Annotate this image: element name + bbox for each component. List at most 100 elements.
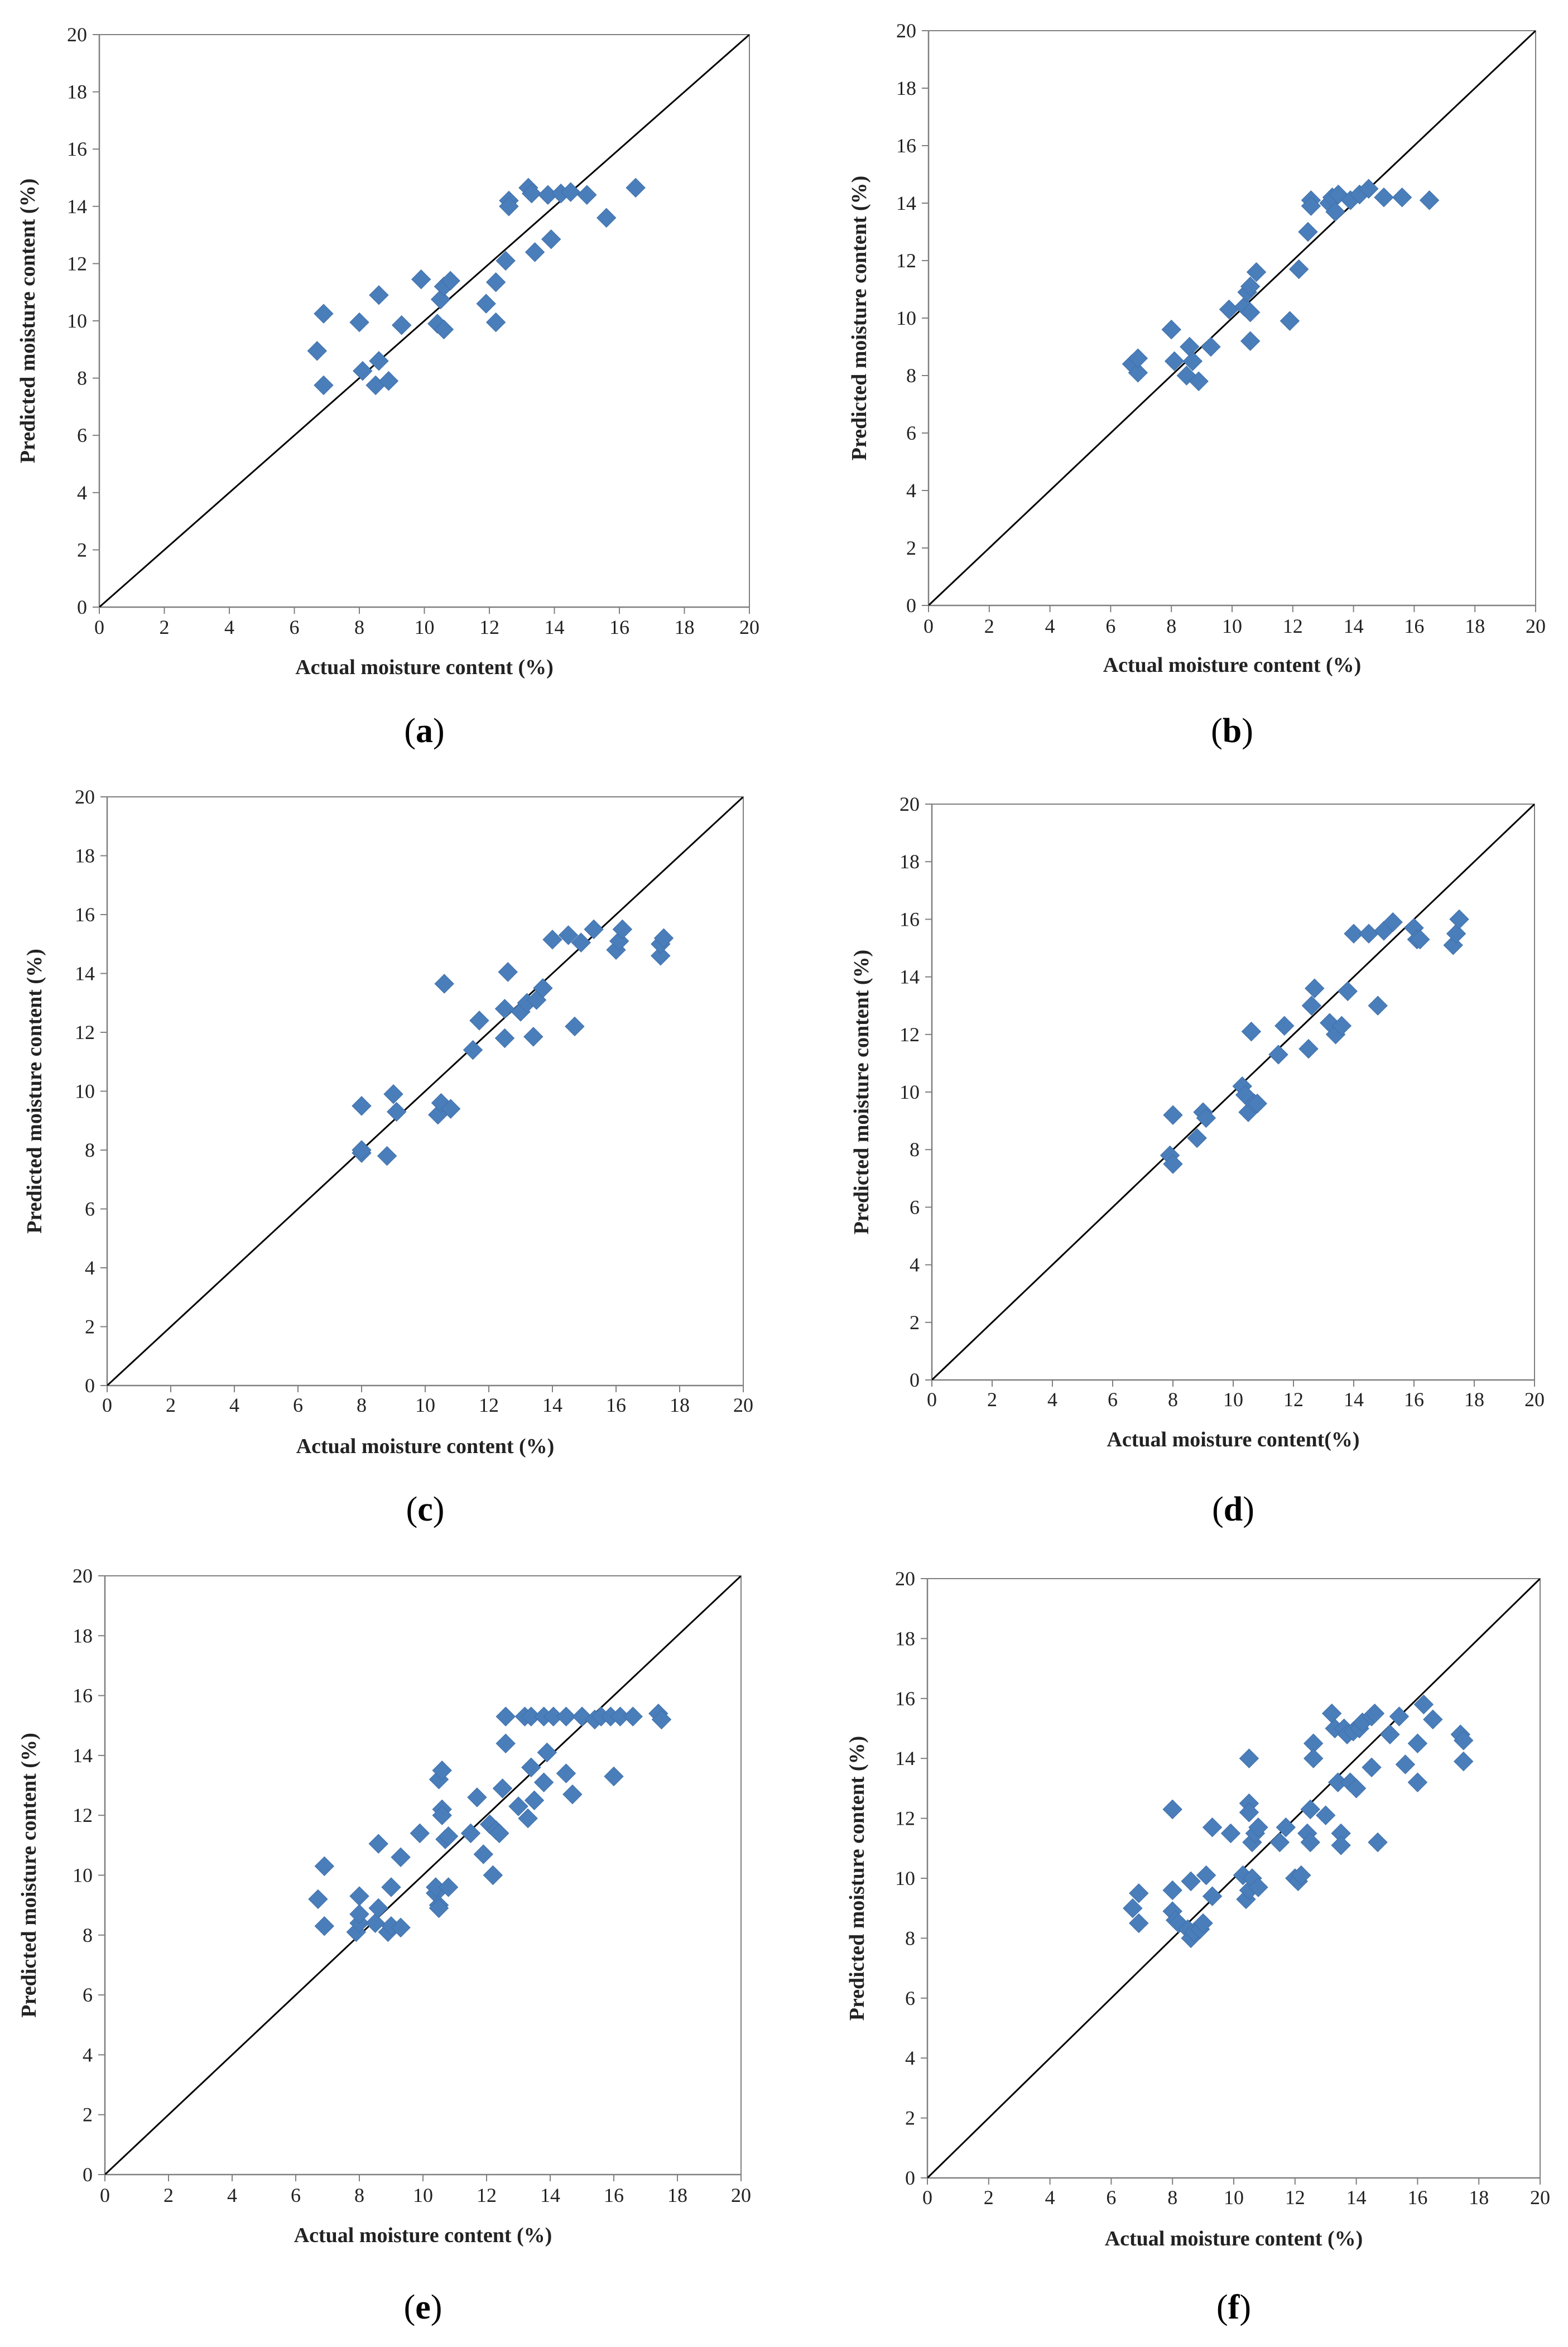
data-point (1407, 1772, 1428, 1792)
panel-label-c: (c) (406, 1490, 445, 1528)
data-point (508, 1796, 528, 1816)
data-point (489, 1823, 509, 1844)
x-axis-title-a: Actual moisture content (%) (295, 656, 554, 679)
x-tick-label: 16 (609, 616, 629, 638)
data-point (1268, 1045, 1288, 1065)
x-tick-label: 0 (102, 1394, 112, 1416)
x-axis-title-e: Actual moisture content (%) (294, 2224, 552, 2247)
data-point (381, 1877, 401, 1897)
data-point (314, 375, 334, 396)
data-point (1196, 1865, 1216, 1886)
data-point (626, 177, 646, 198)
data-point (349, 1886, 369, 1906)
x-tick-label: 18 (1469, 2186, 1489, 2209)
data-point (1164, 351, 1185, 371)
data-point (368, 1834, 388, 1854)
chart-panel-f: 0 2 4 6 8 10 12 14 16 18 20 0 2 4 6 8 10 12 14 16 18 20 Actual… (845, 1567, 1550, 2326)
y-tick-label: 14 (73, 1744, 93, 1767)
data-point (1315, 1805, 1336, 1825)
data-point (434, 319, 454, 340)
data-point (604, 1766, 624, 1787)
y-tick-label: 8 (85, 1139, 95, 1161)
x-tick-label: 10 (415, 1394, 435, 1416)
data-point (349, 312, 369, 333)
x-tick-label: 0 (927, 1388, 937, 1411)
data-point (1180, 336, 1200, 357)
y-tick-label: 4 (77, 482, 87, 504)
x-tick-label: 6 (291, 2184, 301, 2206)
x-tick-label: 18 (1465, 615, 1485, 637)
x-tick-label: 6 (1106, 2186, 1116, 2209)
chart-panel-b: 0 2 4 6 8 10 12 14 16 18 20 0 2 4 6 8 10 12 14 16 18 20 Actual… (848, 20, 1546, 750)
x-tick-label: 12 (1285, 2186, 1305, 2209)
data-point (1201, 336, 1221, 357)
x-tick-label: 4 (1045, 615, 1055, 637)
data-point (1331, 1835, 1351, 1855)
data-point (365, 1913, 386, 1934)
y-tick-label: 20 (73, 1565, 93, 1587)
data-point (1189, 371, 1209, 392)
data-point (499, 196, 519, 217)
y-tick-label: 10 (895, 1867, 915, 1889)
data-point (485, 272, 506, 292)
data-point (429, 1898, 449, 1918)
y-tick-label: 0 (910, 1369, 920, 1391)
y-tick-label: 6 (85, 1198, 95, 1220)
data-point (651, 1709, 672, 1730)
x-tick-label: 0 (94, 616, 104, 638)
y-tick-label: 8 (905, 1927, 915, 1949)
panel-label-e: (e) (404, 2288, 442, 2326)
y-tick-label: 10 (73, 1864, 93, 1887)
y-tick-label: 12 (73, 1804, 93, 1826)
chart-panel-c: 0 2 4 6 8 10 12 14 16 18 20 0 2 4 6 8 10 12 14 16 18 20 Actual… (23, 786, 753, 1528)
data-point (463, 1040, 483, 1060)
y-tick-label: 14 (900, 966, 920, 988)
y-tick-label: 20 (75, 786, 95, 808)
y-tick-label: 14 (895, 1747, 915, 1769)
data-point (378, 371, 399, 391)
x-tick-label: 20 (1524, 1388, 1545, 1411)
x-tick-label: 0 (100, 2184, 110, 2206)
data-point (1410, 929, 1430, 950)
x-tick-label: 20 (739, 616, 759, 638)
x-tick-label: 2 (166, 1394, 176, 1416)
data-point (432, 1805, 452, 1825)
data-point (1248, 1817, 1268, 1838)
data-point (562, 1784, 583, 1805)
x-tick-label: 14 (1344, 615, 1364, 637)
data-point (1220, 1823, 1241, 1844)
data-point (1368, 1832, 1388, 1853)
x-tick-label: 14 (545, 616, 565, 638)
x-tick-label: 20 (1526, 615, 1546, 637)
data-point (1419, 190, 1440, 210)
data-point (525, 242, 545, 262)
data-point (314, 1856, 335, 1877)
data-point (353, 361, 373, 381)
data-point (1305, 978, 1325, 998)
data-point (368, 1898, 388, 1918)
x-tick-label: 12 (479, 616, 499, 638)
data-point (1298, 222, 1318, 242)
data-point (411, 269, 431, 290)
y-tick-label: 8 (77, 367, 87, 389)
x-tick-label: 4 (1047, 1388, 1057, 1411)
y-tick-label: 6 (906, 422, 916, 444)
y-axis-title-f: Predicted moisture content (%) (845, 1736, 869, 2021)
x-tick-label: 2 (160, 616, 170, 638)
y-tick-label: 2 (85, 1316, 95, 1338)
panel-label-f: (f) (1216, 2288, 1251, 2326)
data-point (1162, 1799, 1182, 1820)
data-point (1247, 1093, 1267, 1114)
x-tick-label: 8 (1168, 1388, 1178, 1411)
data-point (1240, 276, 1261, 297)
data-point (653, 928, 674, 948)
data-point (1129, 1913, 1149, 1934)
x-tick-label: 8 (354, 616, 364, 638)
reference-line-a (99, 35, 749, 607)
x-axis-title-b: Actual moisture content (%) (1103, 653, 1362, 677)
y-tick-label: 16 (896, 134, 916, 157)
x-tick-label: 10 (413, 2184, 433, 2206)
data-point (494, 1028, 515, 1049)
x-tick-label: 12 (477, 2184, 497, 2206)
